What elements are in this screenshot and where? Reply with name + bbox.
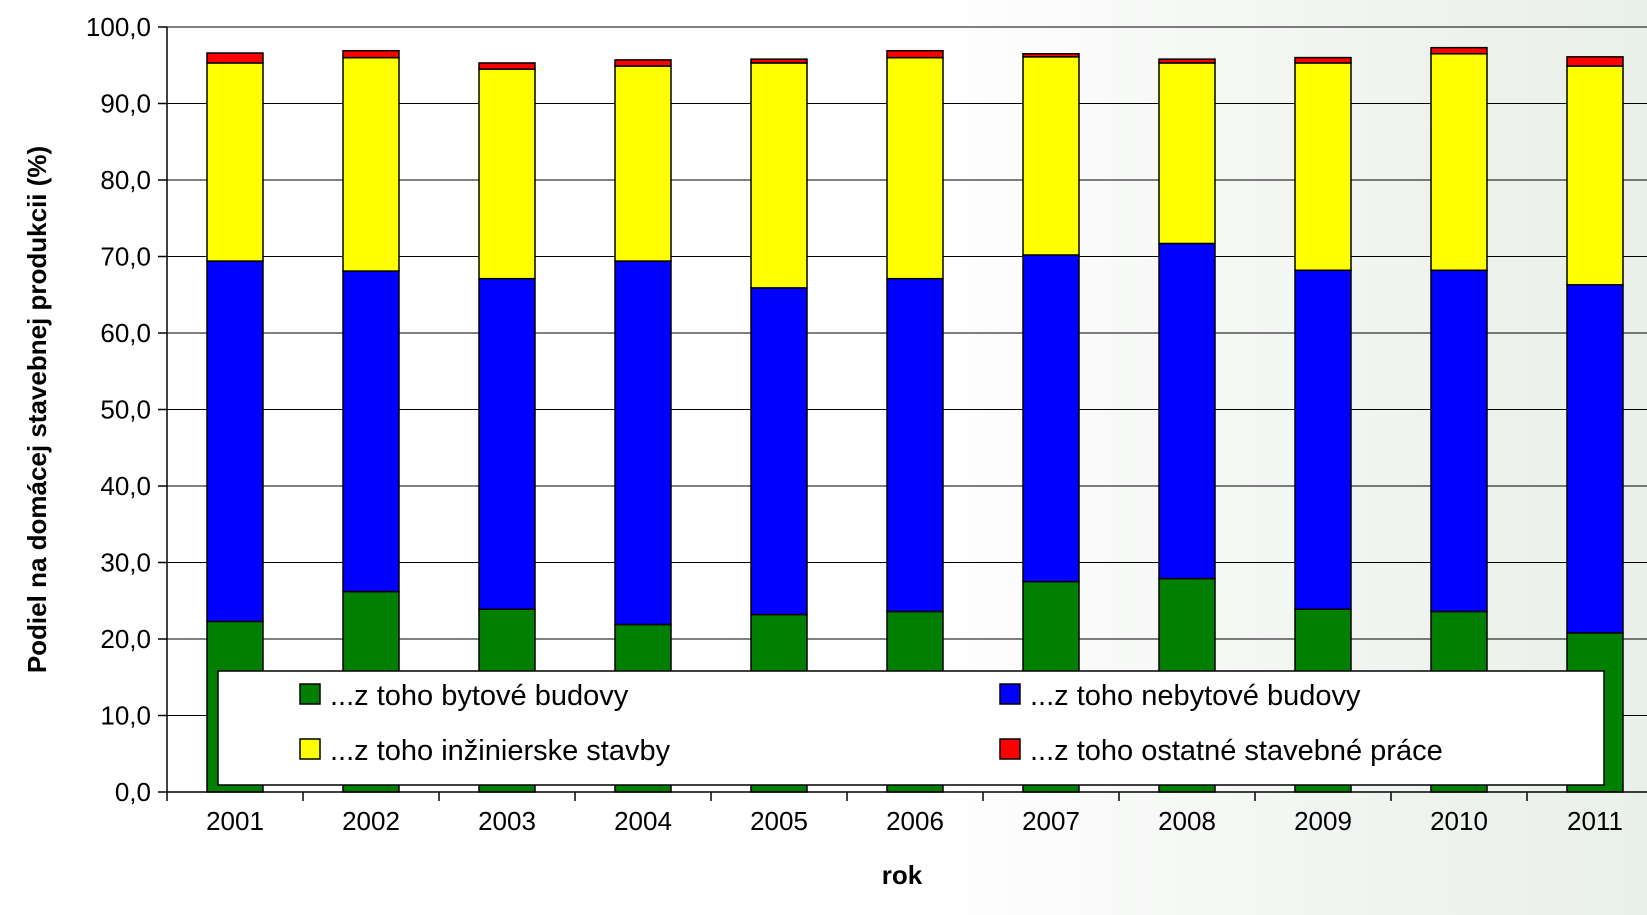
y-tick-label: 30,0 [100, 548, 151, 578]
y-tick-label: 20,0 [100, 624, 151, 654]
y-tick-label: 0,0 [115, 777, 151, 807]
legend-box [217, 670, 1605, 786]
bar-segment-2002-4 [342, 49, 400, 59]
y-tick-label: 80,0 [100, 165, 151, 195]
legend-swatch [999, 738, 1021, 760]
bar-segment-2009-2 [1294, 269, 1352, 610]
legend-label: ...z toho nebytové budovy [1030, 680, 1361, 712]
x-tick-label: 2009 [1294, 806, 1352, 836]
x-tick-label: 2001 [206, 806, 264, 836]
bar-segment-2011-4 [1566, 56, 1624, 67]
bar-segment-2011-3 [1566, 65, 1624, 286]
bar-segment-2007-4 [1022, 53, 1080, 58]
y-tick-labels: 0,0 10,0 20,0 30,0 40,0 50,0 60,0 70,0 80,0 90,0 1… [86, 12, 151, 807]
bar-segment-2002-3 [342, 56, 400, 272]
y-tick-label: 100,0 [86, 12, 151, 42]
bar-segment-2005-3 [750, 62, 808, 289]
y-tick-label: 40,0 [100, 471, 151, 501]
legend: ...z toho bytové budovy ...z toho nebytov… [217, 670, 1605, 786]
bar-segment-2003-3 [478, 68, 536, 280]
bar-segment-2008-3 [1158, 62, 1216, 245]
bar-segment-2010-2 [1430, 269, 1488, 613]
bar-segment-2010-3 [1430, 53, 1488, 272]
bar-segment-2004-2 [614, 260, 672, 626]
legend-swatch [999, 683, 1021, 705]
bar-segment-2003-4 [478, 62, 536, 70]
bar-segment-2009-3 [1294, 62, 1352, 272]
legend-label: ...z toho ostatné stavebné práce [1030, 735, 1443, 767]
x-tick-label: 2011 [1567, 806, 1623, 836]
axes [158, 26, 1647, 801]
bar-segment-2004-3 [614, 65, 672, 262]
x-tick-label: 2008 [1158, 806, 1216, 836]
x-tick-label: 2010 [1430, 806, 1488, 836]
x-tick-label: 2007 [1022, 806, 1080, 836]
y-tick-label: 50,0 [100, 395, 151, 425]
bar-segment-2006-4 [886, 49, 944, 59]
bar-segment-2006-2 [886, 277, 944, 613]
x-tick-label: 2006 [886, 806, 944, 836]
bar-segment-2004-4 [614, 59, 672, 67]
legend-swatch [299, 738, 321, 760]
bar-segment-2007-3 [1022, 56, 1080, 256]
x-tick-labels: 2001 2002 2003 2004 2005 2006 2007 2008 2009 2010… [206, 806, 1623, 836]
bar-segment-2011-2 [1566, 284, 1624, 634]
legend-label: ...z toho inžinierske stavby [330, 735, 671, 767]
bar-segment-2001-3 [206, 62, 264, 262]
bar-segment-2006-3 [886, 56, 944, 280]
bar-segment-2005-2 [750, 287, 808, 616]
y-tick-label: 10,0 [100, 701, 151, 731]
x-tick-label: 2002 [342, 806, 400, 836]
bar-segment-2001-4 [206, 52, 264, 64]
bar-segment-2001-2 [206, 260, 264, 623]
bar-segment-2009-4 [1294, 56, 1352, 64]
legend-swatch [299, 683, 321, 705]
bar-segment-2008-2 [1158, 242, 1216, 580]
x-tick-label: 2005 [750, 806, 808, 836]
x-tick-label: 2003 [478, 806, 536, 836]
legend-label: ...z toho bytové budovy [330, 680, 629, 712]
bar-segment-2008-4 [1158, 58, 1216, 64]
bar-segment-2007-2 [1022, 254, 1080, 583]
bar-segment-2010-4 [1430, 46, 1488, 55]
bar-segment-2003-2 [478, 277, 536, 610]
y-tick-label: 70,0 [100, 242, 151, 272]
x-axis-title: rok [882, 860, 923, 890]
bar-segment-2005-4 [750, 58, 808, 64]
x-tick-label: 2004 [614, 806, 672, 836]
bar-segment-2002-2 [342, 270, 400, 593]
y-axis-title: Podiel na domácej stavebnej produkcii (%… [22, 146, 52, 673]
y-tick-label: 60,0 [100, 318, 151, 348]
y-tick-label: 90,0 [100, 89, 151, 119]
